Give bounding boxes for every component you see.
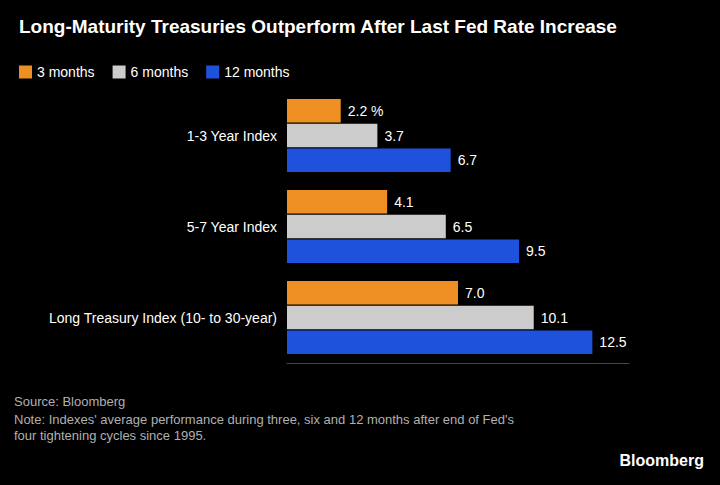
svg-text:four tightening cycles since 1: four tightening cycles since 1995. (14, 428, 206, 443)
svg-text:Bloomberg: Bloomberg (620, 452, 704, 469)
svg-text:Source: Bloomberg: Source: Bloomberg (14, 394, 125, 409)
svg-text:12 months: 12 months (224, 64, 289, 80)
svg-text:3 months: 3 months (37, 64, 95, 80)
svg-text:5-7 Year Index: 5-7 Year Index (187, 219, 277, 235)
svg-text:2.2 %: 2.2 % (348, 103, 384, 119)
svg-text:6.5: 6.5 (453, 219, 473, 235)
svg-text:7.0: 7.0 (465, 285, 485, 301)
svg-text:4.1: 4.1 (394, 194, 414, 210)
svg-text:1-3 Year Index: 1-3 Year Index (187, 128, 277, 144)
svg-text:9.5: 9.5 (526, 243, 546, 259)
svg-text:Long-Maturity Treasuries Outpe: Long-Maturity Treasuries Outperform Afte… (19, 16, 617, 37)
svg-text:12.5: 12.5 (599, 334, 626, 350)
svg-text:10.1: 10.1 (541, 310, 568, 326)
svg-text:6 months: 6 months (131, 64, 189, 80)
svg-text:6.7: 6.7 (458, 152, 478, 168)
svg-text:Long Treasury Index (10- to 30: Long Treasury Index (10- to 30-year) (49, 310, 277, 326)
svg-text:3.7: 3.7 (384, 128, 404, 144)
svg-text:Note: Indexes' average perform: Note: Indexes' average performance durin… (14, 412, 518, 427)
